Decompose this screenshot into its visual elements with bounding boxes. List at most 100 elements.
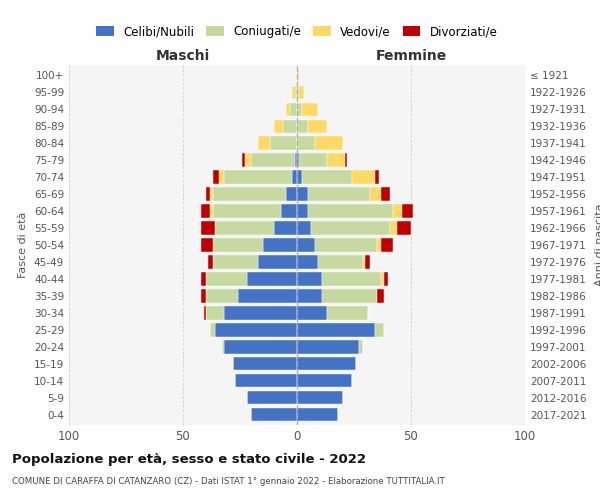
Bar	[222, 340, 224, 353]
Bar	[269, 136, 297, 149]
Bar	[299, 154, 326, 166]
Bar	[297, 306, 326, 320]
Bar	[245, 154, 251, 166]
Bar	[315, 136, 343, 149]
Bar	[258, 256, 297, 268]
Bar	[286, 188, 297, 200]
Bar	[251, 154, 295, 166]
Bar	[224, 170, 292, 183]
Bar	[359, 340, 363, 353]
Bar	[201, 290, 206, 302]
Bar	[201, 272, 206, 285]
Bar	[302, 102, 317, 116]
Bar	[382, 238, 393, 252]
Bar	[290, 102, 297, 116]
Bar	[402, 204, 413, 218]
Bar	[247, 391, 297, 404]
Bar	[297, 324, 374, 336]
Bar	[212, 188, 286, 200]
Bar	[377, 290, 383, 302]
Bar	[286, 102, 290, 116]
Text: Popolazione per età, sesso e stato civile - 2022: Popolazione per età, sesso e stato civil…	[12, 452, 366, 466]
Y-axis label: Anni di nascita: Anni di nascita	[595, 204, 600, 286]
Bar	[297, 272, 322, 285]
Bar	[201, 204, 211, 218]
Bar	[295, 154, 297, 166]
Bar	[206, 188, 211, 200]
Bar	[397, 222, 411, 234]
Bar	[308, 120, 326, 133]
Bar	[308, 204, 393, 218]
Bar	[352, 170, 374, 183]
Bar	[326, 306, 368, 320]
Bar	[365, 256, 370, 268]
Bar	[206, 290, 238, 302]
Bar	[220, 170, 224, 183]
Bar	[211, 204, 212, 218]
Bar	[393, 204, 402, 218]
Text: Femmine: Femmine	[376, 50, 446, 64]
Text: COMUNE DI CARAFFA DI CATANZARO (CZ) - Dati ISTAT 1° gennaio 2022 - Elaborazione : COMUNE DI CARAFFA DI CATANZARO (CZ) - Da…	[12, 478, 445, 486]
Bar	[322, 290, 377, 302]
Bar	[297, 170, 302, 183]
Bar	[258, 136, 269, 149]
Bar	[297, 204, 308, 218]
Bar	[297, 256, 317, 268]
Bar	[292, 170, 297, 183]
Bar	[326, 154, 345, 166]
Bar	[299, 86, 304, 99]
Bar	[233, 357, 297, 370]
Bar	[297, 120, 308, 133]
Bar	[297, 340, 359, 353]
Bar	[297, 86, 299, 99]
Bar	[274, 120, 283, 133]
Bar	[224, 306, 297, 320]
Bar	[315, 238, 377, 252]
Bar	[383, 272, 388, 285]
Bar	[212, 170, 220, 183]
Bar	[263, 238, 297, 252]
Bar	[391, 222, 397, 234]
Text: Maschi: Maschi	[156, 50, 210, 64]
Bar	[345, 154, 347, 166]
Bar	[297, 374, 352, 388]
Bar	[203, 306, 206, 320]
Bar	[292, 86, 295, 99]
Bar	[224, 340, 297, 353]
Y-axis label: Fasce di età: Fasce di età	[19, 212, 28, 278]
Bar	[322, 272, 382, 285]
Bar	[297, 391, 343, 404]
Bar	[206, 272, 247, 285]
Bar	[211, 324, 215, 336]
Bar	[308, 188, 370, 200]
Bar	[247, 272, 297, 285]
Bar	[201, 222, 215, 234]
Bar	[211, 188, 212, 200]
Bar	[274, 222, 297, 234]
Bar	[363, 256, 365, 268]
Bar	[251, 408, 297, 422]
Bar	[382, 188, 391, 200]
Bar	[297, 290, 322, 302]
Bar	[302, 170, 352, 183]
Bar	[311, 222, 391, 234]
Bar	[238, 290, 297, 302]
Bar	[208, 256, 212, 268]
Bar	[297, 188, 308, 200]
Bar	[281, 204, 297, 218]
Bar	[382, 272, 383, 285]
Bar	[370, 188, 382, 200]
Bar	[212, 204, 281, 218]
Bar	[297, 238, 315, 252]
Bar	[295, 86, 297, 99]
Bar	[317, 256, 363, 268]
Bar	[215, 222, 274, 234]
Bar	[297, 102, 302, 116]
Bar	[242, 154, 245, 166]
Bar	[283, 120, 297, 133]
Bar	[374, 170, 379, 183]
Bar	[297, 222, 311, 234]
Bar	[374, 324, 383, 336]
Bar	[212, 238, 263, 252]
Bar	[297, 136, 315, 149]
